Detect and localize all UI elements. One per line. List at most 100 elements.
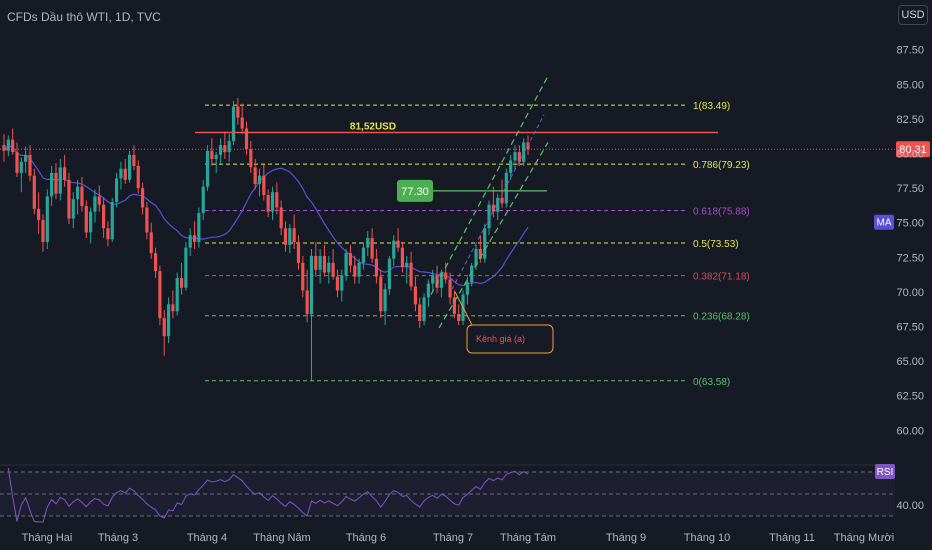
candle-body [214,154,218,160]
candle-body [327,262,331,273]
candlestick-series [2,98,530,381]
candle-body [418,304,422,321]
candle-body [296,242,301,263]
candle-body [188,235,192,248]
candle-body [89,211,93,233]
currency-button[interactable]: USD [898,5,928,25]
candle-body [32,175,36,209]
candle-body [504,172,508,204]
x-tick-label: Tháng Năm [253,532,310,544]
candle-body [457,314,461,321]
candle-body [309,255,314,315]
candle-body [318,255,322,270]
candle-body [331,262,335,277]
candle-body [93,196,97,212]
candle-body [58,167,62,194]
candle-body [71,199,75,219]
candle-body [517,152,521,162]
symbol-title: CFDs Dầu thô WTI, 1D, TVC [7,10,161,24]
candle-body [184,247,188,288]
candle-body [322,255,327,273]
y-tick-label: 77.50 [896,183,924,195]
candle-body [11,139,15,153]
candle-body [50,172,54,197]
rsi-line [7,467,529,523]
candle-body [335,276,340,291]
candle-body [197,213,201,243]
candle-body [357,262,361,277]
candle-body [162,318,166,337]
candle-body [201,186,205,214]
fib-level-label: 0.5(73.53) [693,239,739,250]
candle-body [127,154,132,180]
y-tick-label: 80.00 [896,148,924,160]
last-price-tag [896,141,930,158]
x-tick-label: Tháng 6 [346,532,386,544]
candle-body [374,258,379,277]
candle-body [97,196,101,205]
fib-level-label: 0.236(68.28) [693,312,750,323]
candle-body [435,275,439,288]
candle-body [223,145,227,153]
candle-body [348,253,353,266]
candle-body [253,167,257,184]
candle-body [405,262,409,267]
candle-body [76,186,80,200]
candle-body [236,106,240,118]
candle-body [210,150,214,160]
candle-body [379,276,383,312]
candle-body [192,235,197,243]
resistance-label: 81,52USD [350,121,396,132]
candle-body [439,272,443,288]
candle-body [353,265,357,277]
candle-body [63,167,67,180]
candle-body [45,196,49,243]
candle-body [344,253,348,276]
candle-body [240,117,244,129]
y-tick-label: 60.00 [896,425,924,437]
channel-mid-line [451,114,545,290]
candle-body [262,175,266,196]
x-tick-label: Tháng Hai [22,532,73,544]
fib-level-label: 0.786(79.23) [693,160,750,171]
x-tick-label: Tháng 7 [433,532,473,544]
x-tick-label: Tháng 3 [98,532,138,544]
rsi-tag [875,464,895,479]
candle-body [366,237,370,248]
y-tick-label: 75.00 [896,218,924,230]
candle-body [114,178,119,202]
candle-body [491,204,495,212]
channel-upper-line [430,75,549,295]
candle-body [513,152,517,161]
candle-body [28,154,32,176]
candle-body [340,275,344,291]
candle-body [422,297,426,321]
rsi-panel: RSI 40.00 [0,464,924,523]
candle-body [470,265,474,283]
target-label: 77.30 [401,186,429,198]
candle-body [175,278,179,312]
candle-body [179,278,184,288]
candle-body [283,228,288,245]
candle-body [483,228,487,259]
candle-body [2,145,6,151]
candle-body [465,282,469,295]
fib-level-label: 0.382(71.18) [693,272,750,283]
candle-body [84,206,88,233]
candle-body [132,154,136,166]
candle-body [24,154,28,162]
candle-body [431,275,435,284]
candle-body [474,248,478,266]
candle-body [305,290,309,315]
candle-body [314,255,318,270]
candle-body [266,195,270,212]
candle-body [205,150,210,187]
candle-body [249,149,253,168]
candle-body [153,253,158,272]
y-tick-label: 82.50 [896,114,924,126]
candle-body [244,128,249,150]
candle-body [19,161,23,173]
candle-body [301,262,305,291]
candle-body [509,160,513,173]
